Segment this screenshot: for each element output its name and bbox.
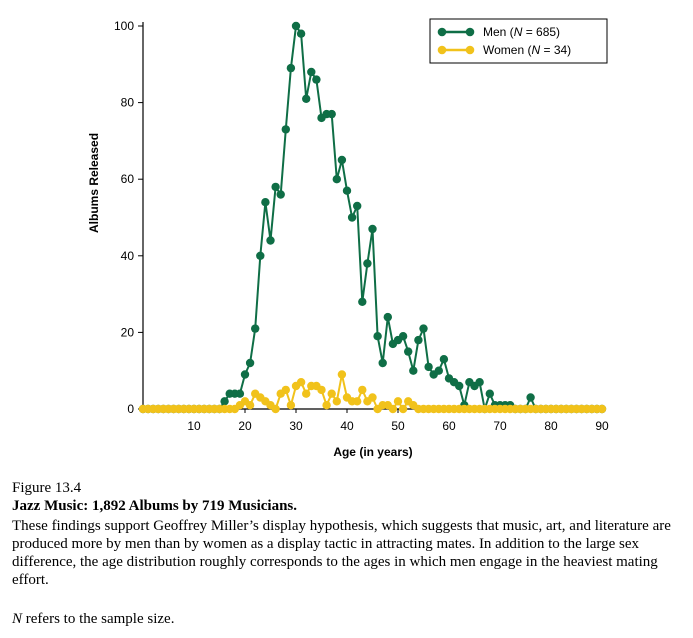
men-data-point <box>347 213 357 222</box>
chart-ticks: 0 20 40 60 80 100 10 20 30 40 50 60 70 80 90 <box>114 19 609 433</box>
x-tick-label: 20 <box>238 419 252 433</box>
x-tick-label: 80 <box>544 419 558 433</box>
women-data-point <box>597 404 607 414</box>
women-data-point <box>393 397 403 406</box>
men-data-point <box>439 355 449 364</box>
women-data-point <box>296 378 306 387</box>
men-data-point <box>251 324 260 333</box>
men-data-point <box>526 393 535 402</box>
men-data-point <box>342 186 352 195</box>
legend-women-marker-right <box>465 45 475 55</box>
women-data-point <box>332 397 341 406</box>
men-data-point <box>235 389 245 398</box>
women-data-point <box>358 385 367 395</box>
legend-men-label: Men (N = 685) <box>483 25 560 39</box>
men-data-point <box>266 236 275 245</box>
y-tick-label: 20 <box>121 325 135 339</box>
men-data-point <box>424 362 433 372</box>
x-tick-label: 40 <box>340 419 354 433</box>
chart: 0 20 40 60 80 100 10 20 30 40 50 60 70 80 90 Albums Re… <box>87 18 609 459</box>
men-data-point <box>276 190 285 199</box>
x-tick-label: 50 <box>391 419 405 433</box>
men-data-point <box>434 366 443 375</box>
men-series-line <box>143 25 602 410</box>
men-data-point <box>378 358 387 368</box>
x-tick-label: 90 <box>595 419 609 433</box>
figure-note: N refers to the sample size. <box>12 611 687 628</box>
men-data-point <box>368 224 377 234</box>
men-data-point <box>307 67 316 77</box>
men-data-point <box>337 155 347 165</box>
men-data-point <box>286 63 296 73</box>
y-tick-label: 80 <box>121 96 135 110</box>
women-data-point <box>302 389 311 398</box>
men-data-point <box>312 75 321 84</box>
women-data-point <box>245 401 255 410</box>
women-data-point <box>271 404 280 414</box>
figure-description: These findings support Geoffrey Miller’s… <box>12 518 671 588</box>
men-data-point <box>404 347 413 356</box>
men-data-point <box>373 332 382 341</box>
men-data-point <box>332 175 341 184</box>
women-data-point <box>286 401 296 410</box>
men-data-point <box>245 358 255 368</box>
chart-series-lines <box>143 25 602 410</box>
men-data-point <box>302 94 311 104</box>
women-data-point <box>337 370 347 379</box>
legend-men-marker-right <box>465 27 475 37</box>
women-data-point <box>322 401 331 410</box>
women-data-point <box>398 404 408 414</box>
x-tick-label: 60 <box>442 419 456 433</box>
figure-note-symbol: N <box>12 611 23 627</box>
y-tick-label: 60 <box>121 172 135 186</box>
men-data-point <box>240 370 250 379</box>
legend-box <box>429 18 608 64</box>
x-tick-label: 70 <box>493 419 507 433</box>
chart-axes <box>142 22 604 410</box>
men-data-point <box>353 201 362 211</box>
men-data-point <box>398 332 408 341</box>
men-data-point <box>281 125 290 134</box>
men-data-point <box>296 29 306 38</box>
men-data-point <box>409 366 418 375</box>
men-data-point <box>271 182 280 192</box>
women-data-point <box>317 385 326 395</box>
legend-men-marker-left <box>437 27 447 37</box>
legend-women-marker-left <box>437 45 447 55</box>
figure-number: Figure 13.4 <box>12 480 82 496</box>
x-tick-label: 30 <box>289 419 303 433</box>
women-data-point <box>281 385 290 395</box>
x-axis-title: Age (in years) <box>333 445 412 459</box>
men-data-point <box>291 21 301 31</box>
men-data-point <box>256 251 265 260</box>
men-data-point <box>475 378 484 387</box>
y-tick-label: 100 <box>114 19 134 33</box>
men-data-point <box>455 381 464 391</box>
chart-series-points <box>138 21 607 414</box>
women-data-point <box>327 389 336 398</box>
y-tick-label: 0 <box>127 402 134 416</box>
x-tick-label: 10 <box>187 419 201 433</box>
figure-title: Jazz Music: 1,892 Albums by 719 Musician… <box>12 498 298 514</box>
women-data-point <box>388 404 398 414</box>
women-data-point <box>353 397 362 406</box>
legend: Men (N = 685) Women (N = 34) <box>429 18 608 64</box>
men-data-point <box>358 297 367 306</box>
men-data-point <box>414 335 423 345</box>
y-tick-label: 40 <box>121 249 135 263</box>
legend-women-label: Women (N = 34) <box>483 43 571 57</box>
men-data-point <box>327 109 336 119</box>
men-data-point <box>383 312 392 322</box>
men-data-point <box>261 198 270 207</box>
figure-note-text: refers to the sample size. <box>22 611 175 627</box>
men-data-point <box>220 397 229 406</box>
men-data-point <box>485 389 494 398</box>
women-data-point <box>368 393 377 402</box>
y-axis-title: Albums Released <box>87 133 101 233</box>
men-data-point <box>363 259 372 268</box>
men-data-point <box>419 324 428 333</box>
